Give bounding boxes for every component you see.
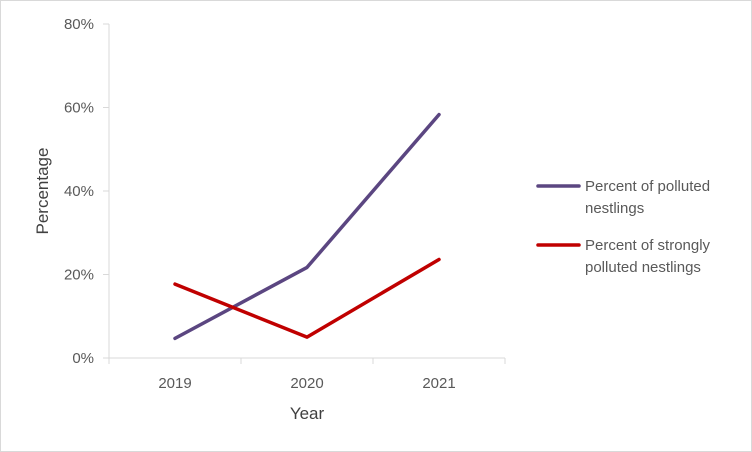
x-tick-label: 2020: [290, 375, 323, 392]
legend-label-1: Percent of polluted nestlings: [585, 178, 710, 217]
x-tick-labels: 2019 2020 2021: [158, 375, 455, 392]
legend-label-2: Percent of strongly polluted nestlings: [585, 237, 711, 276]
series-line-2: [173, 257, 441, 339]
series-lines: [173, 112, 441, 341]
x-tick-label: 2019: [158, 375, 191, 392]
axes: [103, 23, 506, 364]
y-tick-label: 20%: [64, 267, 94, 284]
x-axis-title: Year: [290, 404, 325, 423]
series-line-1: [173, 112, 441, 341]
y-tick-label: 80%: [64, 16, 94, 33]
y-tick-label: 40%: [64, 183, 94, 200]
y-tick-label: 60%: [64, 100, 94, 117]
y-tick-labels: 0% 20% 40% 60% 80%: [64, 16, 94, 367]
legend: Percent of polluted nestlings Percent of s…: [536, 178, 711, 276]
y-tick-label: 0%: [72, 350, 94, 367]
y-axis-title: Percentage: [33, 148, 52, 235]
x-tick-label: 2021: [422, 375, 455, 392]
